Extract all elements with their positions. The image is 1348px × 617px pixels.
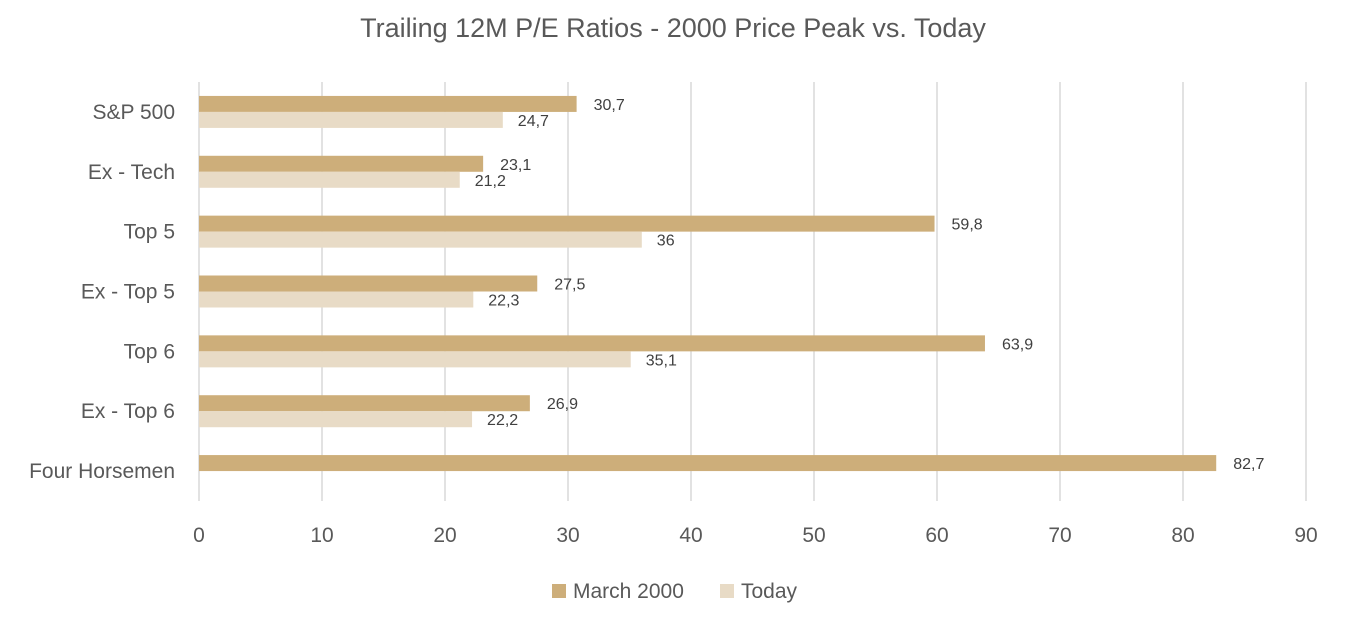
data-label: 59,8 <box>952 217 983 234</box>
bar <box>199 231 642 248</box>
data-label: 36 <box>657 233 675 250</box>
x-tick-label: 20 <box>433 524 456 547</box>
data-label: 82,7 <box>1233 456 1264 473</box>
category-label: Ex - Top 6 <box>81 400 175 423</box>
category-label: Ex - Top 5 <box>81 281 175 304</box>
bar <box>199 275 538 292</box>
legend-label: March 2000 <box>573 580 684 603</box>
x-tick-label: 0 <box>193 524 205 547</box>
data-label: 63,9 <box>1002 336 1033 353</box>
bar <box>199 395 530 412</box>
x-tick-label: 90 <box>1294 524 1317 547</box>
data-label: 22,2 <box>487 412 518 429</box>
x-tick-label: 50 <box>802 524 825 547</box>
bar <box>199 455 1217 472</box>
category-label: Top 6 <box>124 340 175 363</box>
legend: March 2000 Today <box>552 580 798 603</box>
chart-title: Trailing 12M P/E Ratios - 2000 Price Pea… <box>360 13 986 43</box>
data-label: 22,3 <box>488 293 519 310</box>
x-tick-label: 70 <box>1048 524 1071 547</box>
gridlines <box>198 82 1307 501</box>
category-label: Ex - Tech <box>88 161 175 184</box>
bar <box>199 351 631 368</box>
legend-label: Today <box>741 580 798 603</box>
bars <box>199 95 1217 472</box>
bar <box>199 215 935 232</box>
x-axis-tick-labels: 0 10 20 30 40 50 60 70 80 90 <box>193 524 1318 547</box>
data-label: 21,2 <box>475 173 506 190</box>
data-label: 23,1 <box>500 157 531 174</box>
data-label: 35,1 <box>646 352 677 369</box>
bar <box>199 291 474 308</box>
bar <box>199 411 473 428</box>
category-label: Top 5 <box>124 221 175 244</box>
data-label: 30,7 <box>594 97 625 114</box>
bar <box>199 155 484 172</box>
category-label: Four Horsemen <box>29 460 175 483</box>
bar <box>199 111 503 128</box>
category-labels: S&P 500 Ex - Tech Top 5 Ex - Top 5 Top 6 Ex -… <box>29 101 175 483</box>
x-tick-label: 30 <box>556 524 579 547</box>
legend-swatch <box>720 584 734 598</box>
x-tick-label: 80 <box>1171 524 1194 547</box>
data-label: 27,5 <box>554 277 585 294</box>
bar <box>199 335 985 352</box>
x-tick-label: 10 <box>310 524 333 547</box>
bar <box>199 95 577 112</box>
data-label: 24,7 <box>518 113 549 130</box>
x-tick-label: 60 <box>925 524 948 547</box>
data-label: 26,9 <box>547 396 578 413</box>
x-tick-label: 40 <box>679 524 702 547</box>
legend-swatch <box>552 584 566 598</box>
category-label: S&P 500 <box>92 101 175 124</box>
bar <box>199 171 460 188</box>
data-labels: 30,7 24,7 23,121,2 59,8 36 27,5 22,3 63,9 35,1 26… <box>475 97 1265 473</box>
